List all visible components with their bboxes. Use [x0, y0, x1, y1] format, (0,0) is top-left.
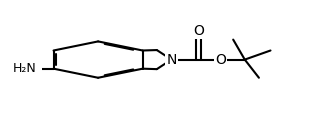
Text: N: N: [166, 53, 177, 67]
Text: O: O: [215, 53, 226, 67]
Text: O: O: [193, 23, 204, 38]
Text: H₂N: H₂N: [13, 62, 37, 75]
